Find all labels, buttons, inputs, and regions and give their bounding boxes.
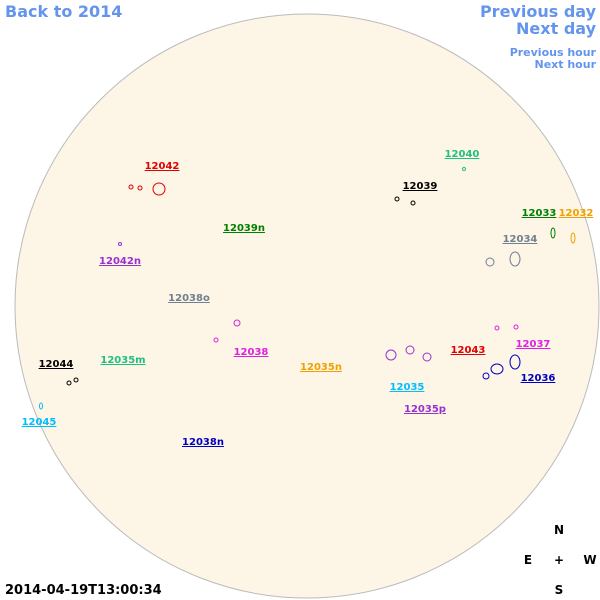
- region-label[interactable]: 12035: [390, 382, 425, 393]
- region-label[interactable]: 12035p: [404, 404, 446, 415]
- compass-center: +: [554, 553, 564, 567]
- region-label[interactable]: 12040: [445, 149, 480, 160]
- region-label[interactable]: 12035m: [100, 355, 145, 366]
- compass-west: W: [583, 553, 596, 567]
- region-label[interactable]: 12042n: [99, 256, 141, 267]
- previous-day-link[interactable]: Previous day: [480, 2, 597, 21]
- region-label[interactable]: 12043: [451, 345, 486, 356]
- region-label[interactable]: 12044: [39, 359, 74, 370]
- next-day-link[interactable]: Next day: [516, 19, 597, 38]
- compass-south: S: [555, 583, 564, 597]
- contours: [39, 167, 576, 410]
- region-label[interactable]: 12038o: [168, 293, 210, 304]
- previous-hour-link[interactable]: Previous hour: [510, 46, 597, 59]
- next-hour-link[interactable]: Next hour: [535, 58, 597, 71]
- timestamp: 2014-04-19T13:00:34: [5, 583, 162, 598]
- region-label[interactable]: 12039: [403, 181, 438, 192]
- region-label[interactable]: 12034: [503, 234, 538, 245]
- region-label[interactable]: 12042: [145, 161, 180, 172]
- region-label[interactable]: 12045: [22, 417, 57, 428]
- compass-east: E: [524, 553, 532, 567]
- region-labels: 12042 12040 12039 12033 12032 12039n 120…: [22, 149, 594, 448]
- region-label[interactable]: 12039n: [223, 223, 265, 234]
- region-label[interactable]: 12038n: [182, 437, 224, 448]
- region-label[interactable]: 12032: [559, 208, 594, 219]
- region-label[interactable]: 12035n: [300, 362, 342, 373]
- solar-disk: [14, 13, 600, 599]
- back-link[interactable]: Back to 2014: [5, 2, 122, 21]
- region-label[interactable]: 12033: [522, 208, 557, 219]
- region-label[interactable]: 12038: [234, 347, 269, 358]
- compass-north: N: [554, 523, 564, 537]
- region-label[interactable]: 12037: [516, 339, 551, 350]
- region-label[interactable]: 12036: [521, 373, 556, 384]
